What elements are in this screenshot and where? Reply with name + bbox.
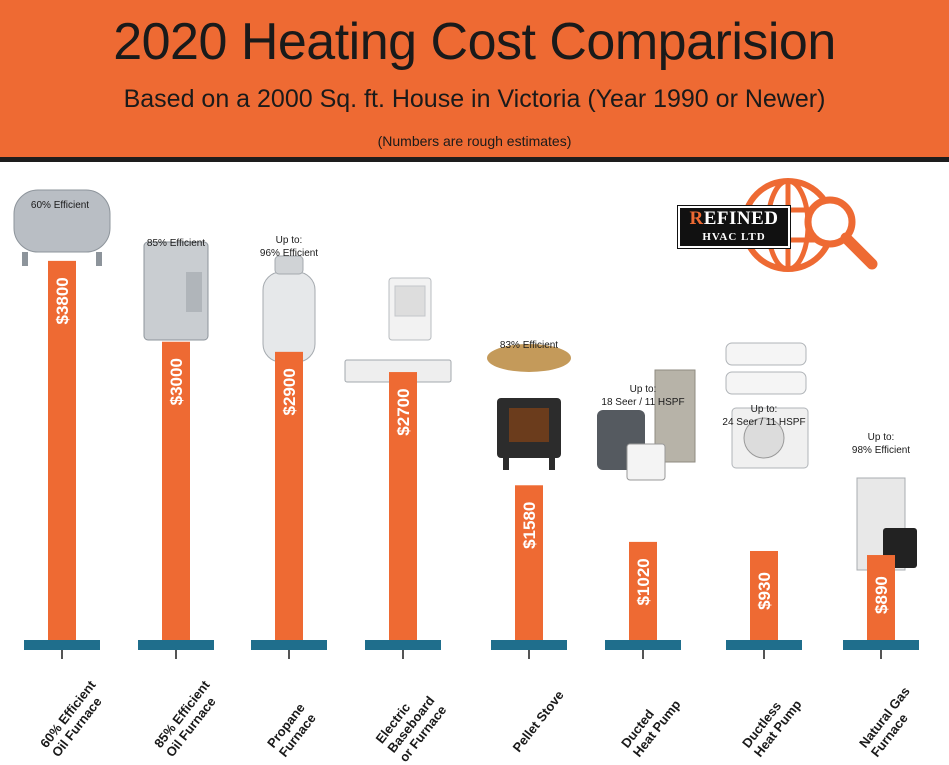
- page-title: 2020 Heating Cost Comparision: [113, 13, 836, 71]
- bar-0: [48, 260, 76, 645]
- efficiency-label: 24 Seer / 11 HSPF: [722, 417, 805, 428]
- bar-2: [275, 351, 303, 645]
- pellet-stove-icon: [487, 344, 571, 470]
- value-label: $3800: [53, 277, 72, 324]
- efficiency-label: Up to:: [276, 235, 303, 246]
- efficiency-label: 60% Efficient: [31, 200, 89, 211]
- baseline-segment: [365, 640, 441, 650]
- efficiency-label: Up to:: [868, 432, 895, 443]
- svg-text:Pellet Stove: Pellet Stove: [510, 688, 567, 755]
- value-label: $890: [872, 576, 891, 614]
- category-label: Pellet Stove: [510, 688, 567, 755]
- bar-7: [867, 555, 895, 645]
- value-label: $2900: [280, 368, 299, 415]
- company-logo: REFINED HVAC LTD: [676, 178, 886, 278]
- bar-6: [750, 550, 778, 645]
- bar-5: [629, 541, 657, 645]
- efficiency-label: Up to:: [630, 384, 657, 395]
- efficiency-label: Up to:: [751, 404, 778, 415]
- bar-4: [515, 485, 543, 645]
- propane-tank-icon: [262, 255, 316, 363]
- baseline-segment: [843, 640, 919, 650]
- ductless-heat-pump-icon: [725, 342, 809, 469]
- estimate-note: (Numbers are rough estimates): [377, 133, 572, 149]
- ducted-heat-pump-icon: [597, 369, 696, 481]
- efficiency-label: 83% Efficient: [500, 340, 558, 351]
- baseline-segment: [491, 640, 567, 650]
- efficiency-label: 98% Efficient: [852, 445, 910, 456]
- efficiency-label: 96% Efficient: [260, 248, 318, 259]
- value-label: $930: [755, 572, 774, 610]
- value-label: $1580: [520, 502, 539, 549]
- baseline-segment: [24, 640, 100, 650]
- value-label: $1020: [634, 558, 653, 605]
- oil-tank-icon: [13, 189, 111, 266]
- efficiency-label: 85% Efficient: [147, 238, 205, 249]
- logo-wordmark: REFINED HVAC LTD: [677, 205, 791, 249]
- steel-oil-tank-icon: [143, 241, 209, 341]
- baseboard-heater-icon: [344, 277, 452, 383]
- baseline-segment: [138, 640, 214, 650]
- bar-1: [162, 341, 190, 645]
- value-label: $2700: [394, 388, 413, 435]
- efficiency-label: 18 Seer / 11 HSPF: [601, 397, 684, 408]
- baseline-segment: [605, 640, 681, 650]
- baseline-segment: [726, 640, 802, 650]
- value-label: $3000: [167, 358, 186, 405]
- bar-3: [389, 372, 417, 645]
- header-banner: 2020 Heating Cost Comparision Based on a…: [0, 0, 949, 162]
- baseline-segment: [251, 640, 327, 650]
- page-subtitle: Based on a 2000 Sq. ft. House in Victori…: [123, 85, 826, 113]
